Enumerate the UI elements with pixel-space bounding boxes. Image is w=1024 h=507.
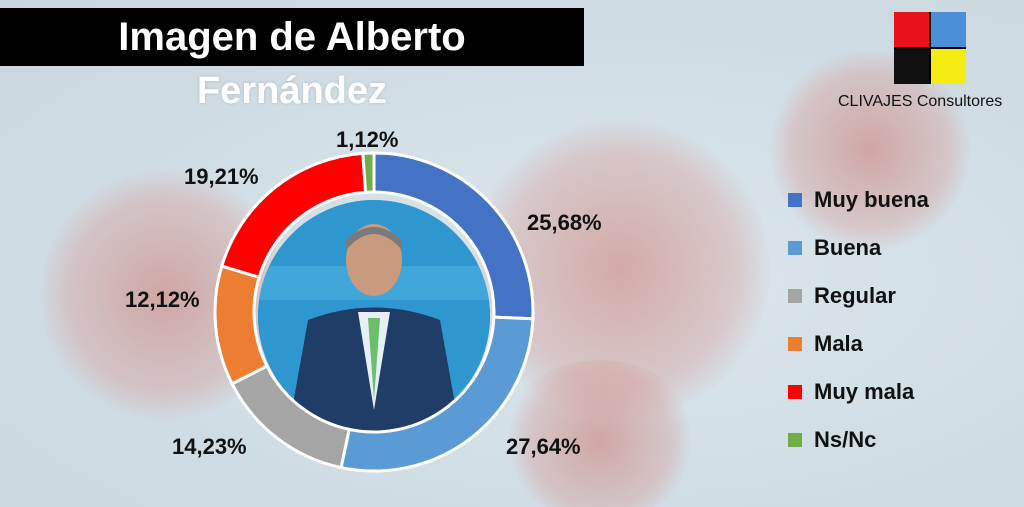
page-title: Imagen de Alberto bbox=[118, 15, 466, 59]
legend-swatch bbox=[788, 337, 802, 351]
legend-item-regular: Regular bbox=[788, 272, 929, 320]
legend-item-muy-buena: Muy buena bbox=[788, 176, 929, 224]
data-label-ns-nc: 1,12% bbox=[336, 127, 399, 152]
data-label-muy-mala: 19,21% bbox=[184, 164, 259, 189]
page-subtitle: Fernández bbox=[196, 70, 388, 112]
legend-item-buena: Buena bbox=[788, 224, 929, 272]
logo-square-yellow bbox=[930, 48, 966, 84]
legend-swatch bbox=[788, 385, 802, 399]
legend-swatch bbox=[788, 193, 802, 207]
title-bar bbox=[0, 8, 584, 66]
legend-item-mala: Mala bbox=[788, 320, 929, 368]
logo-square-black bbox=[894, 48, 930, 84]
data-label-regular: 14,23% bbox=[172, 434, 247, 459]
logo-square-blue bbox=[930, 12, 966, 48]
data-label-mala: 12,12% bbox=[125, 287, 200, 312]
donut-slice-buena bbox=[339, 315, 535, 473]
data-label-buena: 27,64% bbox=[506, 434, 581, 459]
legend-item-muy-mala: Muy mala bbox=[788, 368, 929, 416]
data-label-muy-buena: 25,68% bbox=[527, 210, 602, 235]
donut-slice-regular bbox=[230, 364, 351, 470]
chart-legend: Muy buena Buena Regular Mala Muy mala Ns… bbox=[788, 176, 929, 464]
donut-slice-muy-buena bbox=[372, 151, 535, 321]
donut-slice-mala bbox=[213, 264, 269, 386]
logo-square-red bbox=[894, 12, 930, 48]
clivajes-logo bbox=[894, 12, 966, 84]
legend-label: Mala bbox=[814, 331, 863, 356]
legend-swatch bbox=[788, 289, 802, 303]
legend-label: Regular bbox=[814, 283, 896, 308]
legend-label: Ns/Nc bbox=[814, 427, 877, 452]
legend-label: Muy mala bbox=[814, 379, 915, 404]
legend-swatch bbox=[788, 433, 802, 447]
legend-swatch bbox=[788, 241, 802, 255]
legend-item-ns-nc: Ns/Nc bbox=[788, 416, 929, 464]
speaker-photo bbox=[258, 200, 490, 432]
brand-name: CLIVAJES Consultores bbox=[838, 93, 1003, 110]
legend-label: Buena bbox=[814, 235, 882, 260]
virus-decoration bbox=[500, 360, 700, 507]
legend-label: Muy buena bbox=[814, 187, 929, 212]
donut-slice-ns-nc bbox=[361, 151, 376, 194]
